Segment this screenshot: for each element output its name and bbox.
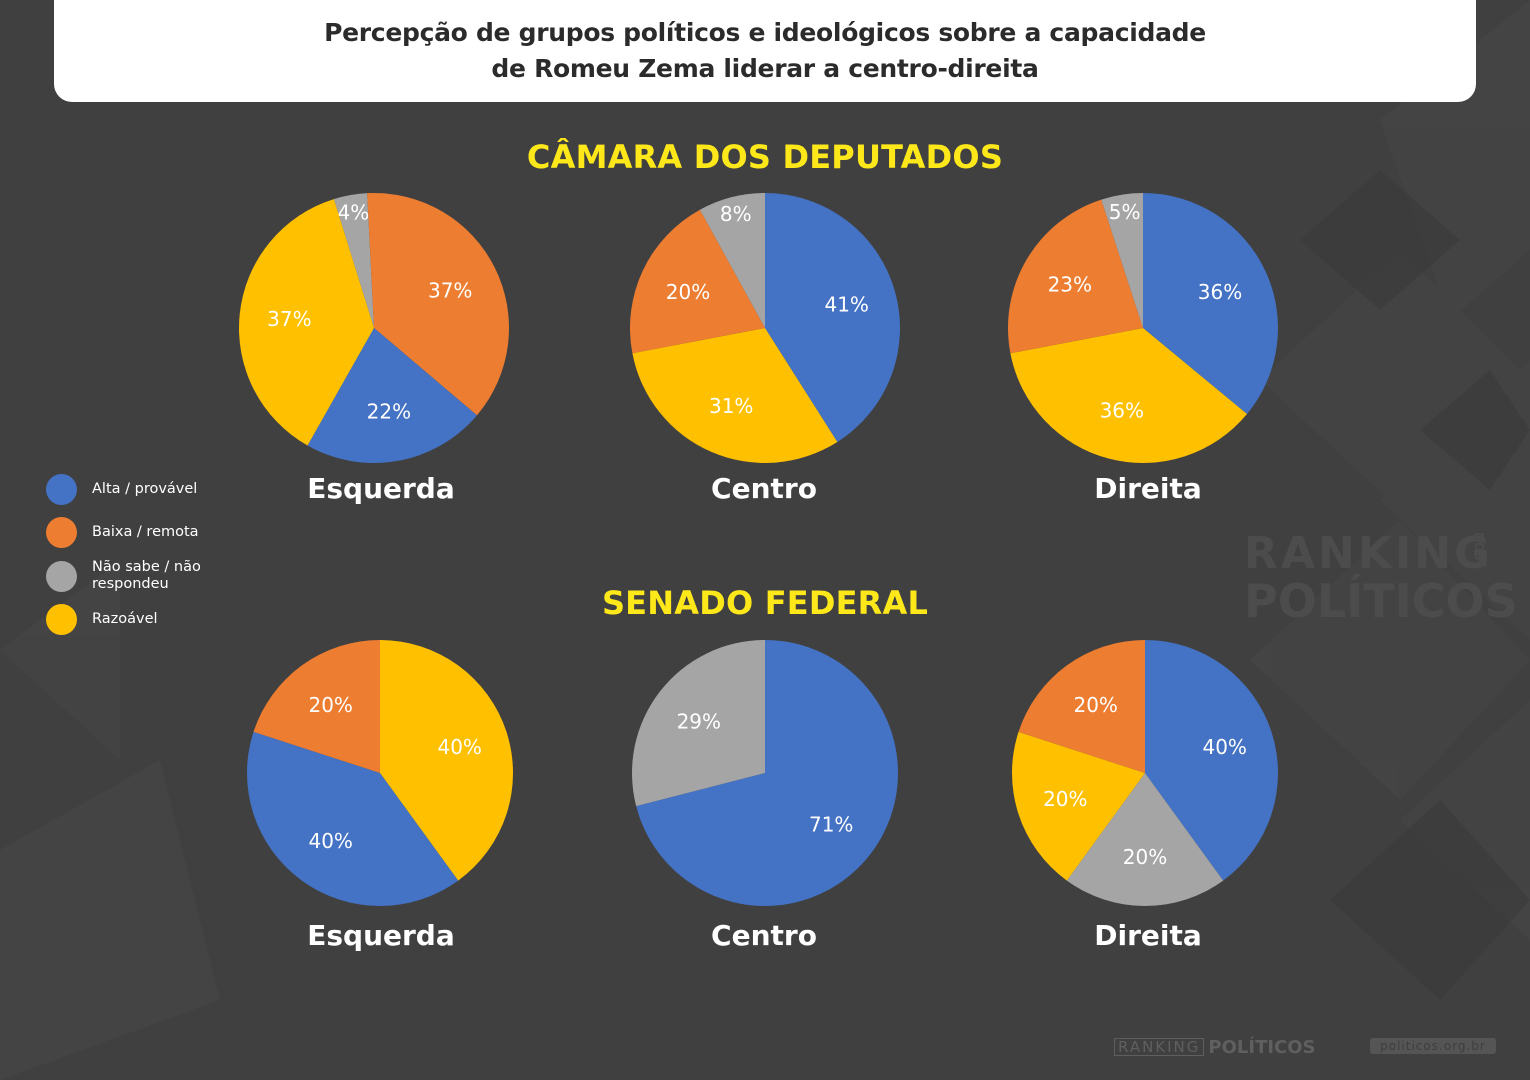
footer-url[interactable]: politicos.org.br: [1370, 1038, 1496, 1054]
pie-camara-dos-deputados-esquerda: 4% 37% 22% 37%: [238, 192, 510, 464]
pie-camara-dos-deputados-centro: 41% 31% 20% 8%: [629, 193, 900, 463]
pie-data-label: 20%: [1043, 787, 1087, 811]
pie-data-label: 36%: [1198, 280, 1242, 304]
section-title-senado: SENADO FEDERAL: [601, 584, 929, 622]
pie-slice-alta-provavel: [1143, 193, 1278, 415]
pie-slice-baixa-remota: [1018, 640, 1145, 773]
legend-swatch-razoavel: [46, 604, 77, 635]
pie-slice-nao-sabe-nao-respondeu: [632, 640, 765, 807]
watermark-dos: DOS: [1472, 532, 1486, 561]
pie-data-label: 40%: [1202, 735, 1246, 759]
legend-item-baixa: Baixa / remota: [46, 517, 252, 548]
group-label-senado-direita: Direita: [1094, 919, 1202, 952]
legend-swatch-nao-sabe: [46, 560, 77, 592]
legend-item-alta: Alta / provável: [46, 474, 252, 505]
pie-slice-alta-provavel: [636, 640, 899, 906]
pie-camara-dos-deputados-direita: 36% 36% 23% 5%: [1007, 193, 1278, 464]
legend-item-nao-sabe: Não sabe / não respondeu: [46, 559, 222, 593]
pie-slice-razoavel: [1011, 731, 1145, 881]
pie-data-label: 5%: [1109, 200, 1141, 224]
pie-data-label: 37%: [428, 278, 472, 302]
group-label-senado-esquerda: Esquerda: [307, 919, 455, 952]
pie-data-label: 40%: [308, 829, 352, 853]
chart-title-line-2: de Romeu Zema liderar a centro-direita: [491, 54, 1039, 83]
footer-brand: RANKING POLÍTICOS: [1114, 1036, 1316, 1058]
pie-data-label: 20%: [308, 693, 352, 717]
pie-slice-baixa-remota: [253, 640, 380, 773]
pie-data-label: 40%: [437, 735, 481, 759]
section-title-camara: CÂMARA DOS DEPUTADOS: [526, 138, 1004, 176]
legend-item-razoavel: Razoável: [46, 604, 252, 635]
pie-data-label: 20%: [1123, 845, 1167, 869]
pie-slice-alta-provavel: [1145, 640, 1279, 881]
watermark-politicos: POLÍTICOS: [1244, 574, 1518, 628]
pie-slice-alta-provavel: [307, 328, 477, 464]
group-label-camara-centro: Centro: [711, 472, 817, 505]
pie-data-label: 20%: [666, 280, 710, 304]
pie-data-label: 23%: [1048, 273, 1092, 297]
pie-senado-federal-esquerda: 40% 40% 20%: [246, 640, 514, 907]
pie-data-label: 22%: [367, 400, 411, 424]
pie-slice-razoavel: [632, 328, 838, 463]
group-label-senado-centro: Centro: [711, 919, 817, 952]
pie-slice-baixa-remota: [1007, 199, 1143, 354]
legend-label-baixa: Baixa / remota: [92, 524, 199, 540]
pie-data-label: 37%: [267, 307, 311, 331]
watermark-ranking: RANKING: [1244, 528, 1494, 579]
pie-slice-alta-provavel: [246, 731, 459, 907]
footer-brand-ranking: RANKING: [1114, 1038, 1205, 1056]
group-label-camara-direita: Direita: [1094, 472, 1202, 505]
pie-data-label: 20%: [1073, 693, 1117, 717]
pie-data-label: 31%: [709, 394, 753, 418]
pie-slice-alta-provavel: [765, 193, 900, 442]
pie-slice-razoavel: [238, 199, 374, 446]
pie-senado-federal-direita: 40% 20% 20% 20%: [1011, 640, 1279, 907]
title-box: Percepção de grupos políticos e ideológi…: [54, 0, 1476, 102]
footer-brand-politicos: POLÍTICOS: [1208, 1036, 1316, 1058]
legend-swatch-baixa: [46, 517, 77, 548]
pie-data-label: 41%: [824, 292, 868, 316]
pie-slice-razoavel: [380, 640, 514, 881]
pie-slice-nao-sabe-nao-respondeu: [333, 193, 374, 328]
pie-data-label: 8%: [720, 202, 752, 226]
legend-label-alta: Alta / provável: [92, 481, 198, 497]
pie-slice-baixa-remota: [629, 209, 765, 354]
group-label-camara-esquerda: Esquerda: [307, 472, 455, 505]
pie-slice-razoavel: [1010, 328, 1248, 464]
pie-slice-nao-sabe-nao-respondeu: [699, 193, 765, 328]
legend-swatch-alta: [46, 474, 77, 505]
chart-title-line-1: Percepção de grupos políticos e ideológi…: [324, 18, 1206, 47]
legend-label-nao-sabe: Não sabe / não respondeu: [92, 559, 201, 592]
pie-senado-federal-centro: 71% 29%: [632, 640, 899, 906]
pie-data-label: 29%: [677, 710, 721, 734]
pie-slice-nao-sabe-nao-respondeu: [1066, 773, 1224, 907]
pie-slice-baixa-remota: [367, 192, 510, 416]
legend-label-razoavel: Razoável: [92, 611, 158, 627]
pie-data-label: 71%: [809, 812, 853, 836]
pie-slice-nao-sabe-nao-respondeu: [1101, 193, 1143, 328]
pie-data-label: 36%: [1100, 398, 1144, 422]
pie-data-label: 4%: [338, 200, 370, 224]
